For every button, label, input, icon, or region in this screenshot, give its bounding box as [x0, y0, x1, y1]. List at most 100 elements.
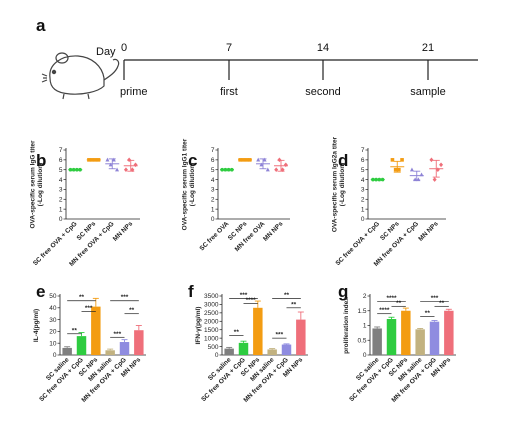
- y-tick-label-c-5: 5: [211, 167, 215, 174]
- significance-label-e-4: ***: [121, 294, 129, 301]
- panel-letter-e: e: [36, 282, 45, 301]
- y-axis-label-b-1: (-Log dilution): [37, 163, 44, 207]
- bar-e-2: [91, 306, 101, 355]
- data-point-c-2-3: [265, 167, 270, 172]
- significance-label-f-5: **: [291, 301, 297, 308]
- y-tick-label-c-2: 2: [211, 196, 215, 203]
- data-point-c-3-0: [274, 167, 279, 173]
- significance-label-g-1: ****: [386, 295, 397, 302]
- y-tick-label-g-2: 1: [363, 323, 367, 330]
- y-tick-label-f-1: 500: [208, 344, 219, 351]
- y-tick-label-f-5: 2500: [204, 310, 219, 317]
- bar-f-0: [224, 348, 234, 355]
- timeline-day-21: 21: [422, 42, 434, 54]
- bar-f-1: [238, 342, 249, 355]
- mouse-icon: [41, 52, 120, 100]
- data-point-b-3-2: [130, 167, 135, 173]
- y-tick-label-b-1: 1: [59, 206, 63, 213]
- y-tick-label-d-3: 3: [361, 187, 365, 194]
- timeline-event-first: first: [220, 86, 238, 98]
- y-tick-label-e-1: 10: [49, 340, 57, 347]
- bar-g-5: [444, 310, 454, 355]
- timeline-event-prime: prime: [120, 86, 148, 98]
- significance-label-g-0: ****: [379, 307, 390, 314]
- significance-label-f-1: ***: [240, 292, 248, 299]
- y-axis-label-d-0: OVA-specific serum IgG2a titer: [331, 136, 338, 232]
- panel-letter-f: f: [188, 282, 194, 301]
- y-axis-label-e-0: IL-4(pg/ml): [33, 309, 40, 342]
- data-point-d-1-2: [397, 167, 401, 172]
- y-tick-label-c-7: 7: [211, 147, 215, 154]
- y-tick-label-c-0: 0: [211, 216, 215, 223]
- bar-e-5: [134, 330, 144, 355]
- data-point-d-3-3: [439, 162, 444, 168]
- y-axis-label-c-1: (-Log dilution): [189, 163, 196, 207]
- y-tick-label-f-2: 1000: [204, 335, 219, 342]
- significance-label-e-1: **: [79, 294, 85, 301]
- y-tick-label-f-3: 1500: [204, 327, 219, 334]
- y-tick-label-e-3: 30: [49, 317, 57, 324]
- y-tick-label-d-1: 1: [361, 206, 365, 213]
- bar-f-3: [267, 349, 277, 355]
- panel-letter-a: a: [36, 16, 46, 35]
- chart-d: 0 1 2 3 4 5 6 7 OVA-specific serum IgG2a titer (-…: [331, 136, 446, 268]
- y-tick-label-d-5: 5: [361, 167, 365, 174]
- y-tick-label-b-0: 0: [59, 216, 63, 223]
- timeline-event-second: second: [305, 86, 340, 98]
- timeline-event-sample: sample: [410, 86, 445, 98]
- y-tick-label-c-4: 4: [211, 177, 215, 184]
- y-tick-label-b-5: 5: [59, 167, 63, 174]
- y-tick-label-c-6: 6: [211, 157, 215, 164]
- data-point-b-2-1: [108, 162, 113, 167]
- significance-label-g-5: **: [439, 300, 445, 307]
- significance-label-g-3: **: [425, 310, 431, 317]
- bar-e-1: [76, 336, 87, 355]
- significance-label-g-2: **: [396, 300, 402, 307]
- bar-f-2: [253, 307, 263, 355]
- significance-label-e-2: ***: [85, 305, 93, 312]
- y-axis-label-d-1: (-Log dilution): [339, 163, 346, 207]
- x-category-label-c-3: MN NPs: [262, 220, 285, 243]
- y-tick-label-g-0: 0: [363, 352, 367, 359]
- y-tick-label-e-4: 40: [49, 305, 57, 312]
- y-tick-label-g-1: 0.5: [357, 337, 366, 344]
- y-tick-label-c-3: 3: [211, 187, 215, 194]
- data-point-b-3-0: [123, 167, 128, 173]
- y-tick-label-f-4: 2000: [204, 318, 219, 325]
- y-tick-label-e-2: 20: [49, 329, 57, 336]
- data-point-d-2-0: [409, 167, 414, 172]
- y-tick-label-d-7: 7: [361, 147, 365, 154]
- data-point-c-3-1: [277, 157, 282, 163]
- bar-e-0: [62, 347, 72, 355]
- bar-g-4: [429, 321, 440, 355]
- y-tick-label-f-7: 3500: [204, 293, 219, 300]
- bar-e-4: [119, 342, 130, 355]
- y-tick-label-f-0: 0: [215, 352, 219, 359]
- timeline: Day 0 7 14 21 prime first second sample: [96, 42, 478, 98]
- y-tick-label-f-6: 3000: [204, 302, 219, 309]
- data-point-c-3-3: [283, 162, 288, 168]
- data-point-b-3-3: [133, 162, 138, 168]
- timeline-day-14: 14: [317, 42, 329, 54]
- y-tick-label-g-4: 2: [363, 293, 367, 300]
- data-point-c-2-1: [259, 162, 264, 167]
- data-point-d-1-1: [393, 167, 398, 172]
- panel-letter-c: c: [188, 151, 197, 170]
- significance-label-f-2: ****: [246, 297, 257, 304]
- significance-label-e-5: **: [129, 307, 135, 314]
- panel-letter-g: g: [338, 282, 348, 301]
- data-point-d-3-1: [432, 177, 437, 182]
- chart-c: 0 1 2 3 4 5 6 7 OVA-specific serum IgG1 titer (-L…: [181, 138, 290, 253]
- significance-label-e-3: ***: [114, 331, 122, 338]
- bar-g-3: [415, 329, 425, 355]
- y-tick-label-b-4: 4: [59, 177, 63, 184]
- y-axis-label-f-0: IFN-γ(pg/ml): [195, 307, 202, 345]
- bar-f-4: [281, 344, 292, 355]
- significance-label-f-4: **: [284, 292, 290, 299]
- y-tick-label-e-5: 50: [49, 293, 57, 300]
- x-category-label-c-0: SC free OVA: [198, 220, 230, 252]
